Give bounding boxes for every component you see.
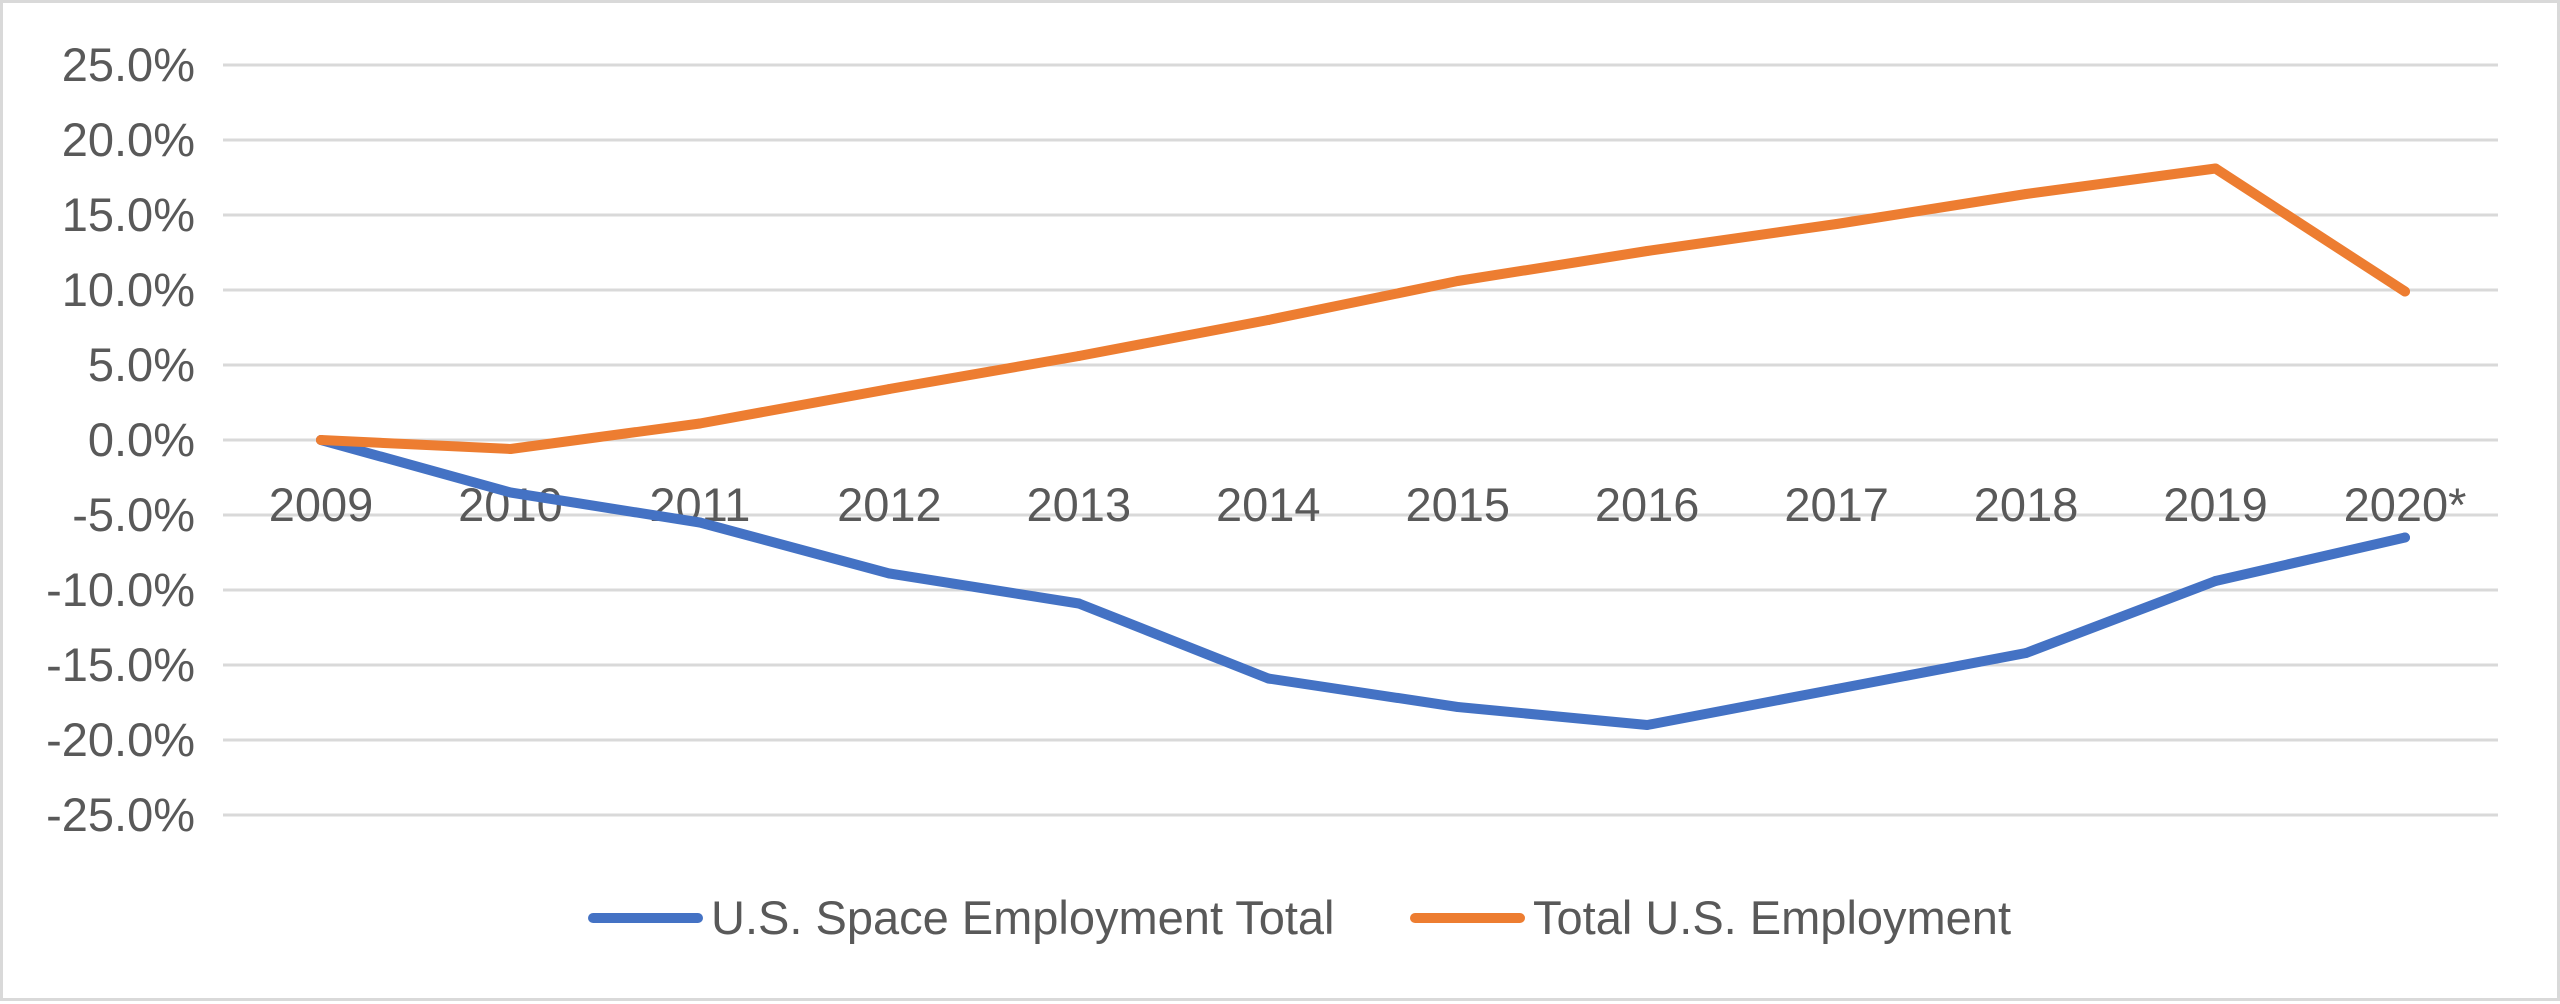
x-tick-label: 2015 (1405, 478, 1510, 531)
data-point (316, 435, 326, 445)
x-axis-tick-labels: 2009 2010 2011 2012 2013 2014 2015 2016 2017 2018… (269, 478, 2467, 531)
data-point (1452, 702, 1463, 712)
legend-label: U.S. Space Employment Total (711, 891, 1334, 944)
x-tick-label: 2013 (1027, 478, 1132, 531)
data-point (2210, 576, 2221, 586)
x-tick-label: 2009 (269, 478, 374, 531)
data-point (694, 517, 705, 528)
data-point (505, 444, 516, 454)
data-point (2210, 163, 2221, 174)
x-tick-label: 2016 (1595, 478, 1700, 531)
data-point (2021, 648, 2032, 658)
x-tick-label: 2012 (837, 478, 942, 531)
x-tick-label: 2019 (2163, 478, 2268, 531)
y-tick-label: 0.0% (88, 413, 195, 466)
data-point (1073, 598, 1084, 609)
y-tick-label: 15.0% (62, 188, 195, 241)
data-point (694, 418, 705, 429)
data-point (1263, 673, 1274, 684)
series-line-0 (316, 435, 2410, 730)
y-tick-label: -5.0% (72, 488, 195, 541)
y-tick-label: 10.0% (62, 263, 195, 316)
x-tick-label: 2020* (2344, 478, 2467, 531)
y-tick-label: -15.0% (46, 638, 195, 691)
legend: U.S. Space Employment Total Total U.S. Em… (588, 891, 2011, 944)
y-axis-tick-labels: 25.0% 20.0% 15.0% 10.0% 5.0% 0.0% -5.0% -10.0% -… (46, 38, 195, 841)
data-point (1831, 684, 1842, 694)
data-point (2400, 286, 2410, 297)
y-tick-label: 5.0% (88, 338, 195, 391)
x-tick-label: 2018 (1974, 478, 2079, 531)
x-tick-label: 2017 (1784, 478, 1889, 531)
data-point (884, 568, 895, 579)
data-point (2400, 532, 2410, 543)
y-tick-label: 25.0% (62, 38, 195, 91)
data-point (505, 487, 516, 498)
line-chart: 25.0% 20.0% 15.0% 10.0% 5.0% 0.0% -5.0% -10.0% -… (46, 38, 2498, 944)
data-point (1452, 276, 1463, 286)
data-point (1263, 315, 1274, 325)
data-point (1073, 351, 1084, 361)
y-tick-label: 20.0% (62, 113, 195, 166)
legend-label: Total U.S. Employment (1533, 891, 2011, 944)
series-line-1 (316, 163, 2410, 454)
series-lines (316, 163, 2410, 730)
y-tick-label: -10.0% (46, 563, 195, 616)
data-point (1831, 219, 1842, 229)
y-tick-label: -20.0% (46, 713, 195, 766)
y-tick-label: -25.0% (46, 788, 195, 841)
x-tick-label: 2014 (1216, 478, 1321, 531)
data-point (1642, 246, 1653, 256)
data-point (884, 384, 895, 394)
data-point (1642, 720, 1653, 730)
data-point (2021, 189, 2032, 199)
